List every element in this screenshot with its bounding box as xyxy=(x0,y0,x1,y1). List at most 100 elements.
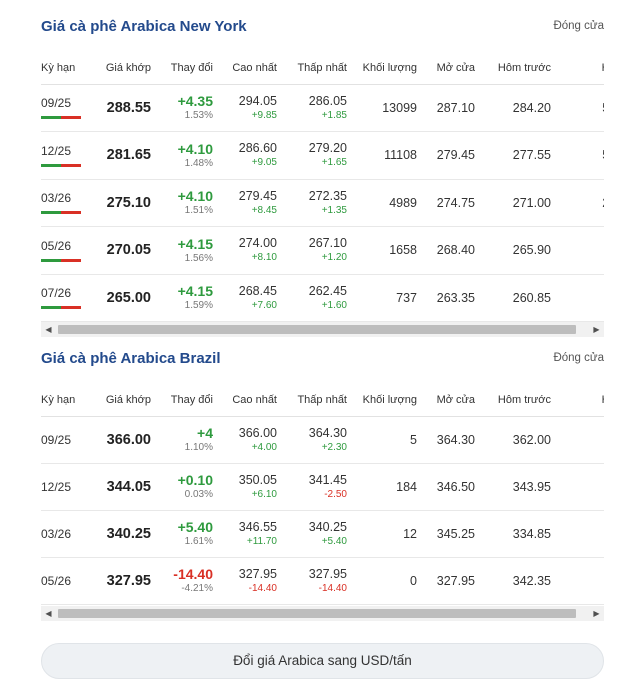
col-term: Kỳ hạn xyxy=(41,52,87,85)
range-tick xyxy=(41,116,81,120)
low-change: -14.40 xyxy=(318,582,347,594)
scroll-left-icon[interactable]: ◀ xyxy=(45,325,52,334)
term-cell: 12/25 xyxy=(41,131,87,180)
convert-usd-ton-button[interactable]: Đổi giá Arabica sang USD/tấn xyxy=(41,643,604,679)
price-cell: 281.65 xyxy=(87,131,155,180)
col-change: Thay đổi xyxy=(155,384,217,417)
oi-cell: 2971 xyxy=(555,416,604,464)
oi-cell: 3025 xyxy=(555,274,604,322)
high-value: 268.45 xyxy=(238,283,277,298)
term-cell: 12/25 xyxy=(41,463,87,511)
term-cell: 05/26 xyxy=(41,226,87,275)
change-percent: 1.10% xyxy=(184,442,213,453)
high-cell: 366.00 +4.00 xyxy=(217,416,281,464)
volume-cell: 0 xyxy=(351,557,421,605)
prev-cell: 342.35 xyxy=(479,557,555,605)
change-percent: -4.21% xyxy=(181,583,213,594)
col-high: Cao nhất xyxy=(217,384,281,417)
prev-cell: 265.90 xyxy=(479,226,555,275)
brazil-status: Đóng cửa xyxy=(553,352,604,364)
low-value: 267.10 xyxy=(308,236,347,251)
table-row: 03/26 340.25 +5.40 1.61% 346.55 +11.70 340.25 +… xyxy=(41,510,604,558)
brazil-scrollbar[interactable]: ◀ ▶ xyxy=(41,606,604,621)
change-value: +4.10 xyxy=(177,140,213,157)
change-cell: -14.40 -4.21% xyxy=(155,557,217,605)
scroll-right-icon[interactable]: ▶ xyxy=(593,609,600,618)
newyork-scrollbar[interactable]: ◀ ▶ xyxy=(41,322,604,337)
price-cell: 327.95 xyxy=(87,557,155,605)
low-change: +1.85 xyxy=(321,109,347,121)
change-percent: 1.59% xyxy=(184,300,213,312)
table-row: 03/26 275.10 +4.10 1.51% 279.45 +8.45 272.35 +1… xyxy=(41,179,604,227)
col-term: Kỳ hạn xyxy=(41,384,87,417)
open-cell: 268.40 xyxy=(421,226,479,275)
term-label: 12/25 xyxy=(41,479,72,494)
table-row: 05/26 270.05 +4.15 1.56% 274.00 +8.10 267.10 +1… xyxy=(41,226,604,275)
change-percent: 1.53% xyxy=(184,110,213,122)
change-value: +4.10 xyxy=(177,188,213,205)
high-cell: 279.45 +8.45 xyxy=(217,179,281,227)
col-low: Thấp nhất xyxy=(281,384,351,417)
low-cell: 267.10 +1.20 xyxy=(281,226,351,275)
high-change: +7.60 xyxy=(251,299,277,311)
change-value: +4 xyxy=(197,425,213,441)
change-value: +4.15 xyxy=(177,235,213,252)
low-change: -2.50 xyxy=(324,488,347,500)
high-cell: 268.45 +7.60 xyxy=(217,274,281,322)
change-percent: 1.61% xyxy=(184,536,213,547)
oi-cell: 7751 xyxy=(555,226,604,275)
scroll-thumb[interactable] xyxy=(58,325,576,334)
term-cell: 09/25 xyxy=(41,416,87,464)
table-row: 12/25 344.05 +0.10 0.03% 350.05 +6.10 341.45 -2… xyxy=(41,463,604,511)
term-label: 05/26 xyxy=(41,573,72,588)
col-prev: Hôm trước xyxy=(479,384,555,417)
term-cell: 07/26 xyxy=(41,274,87,322)
prev-cell: 362.00 xyxy=(479,416,555,464)
price-cell: 366.00 xyxy=(87,416,155,464)
high-change: +8.10 xyxy=(251,252,277,264)
term-label: 09/25 xyxy=(41,432,72,447)
scroll-right-icon[interactable]: ▶ xyxy=(593,325,600,334)
change-percent: 1.51% xyxy=(184,205,213,217)
change-cell: +0.10 0.03% xyxy=(155,463,217,511)
term-label: 12/25 xyxy=(41,143,72,158)
low-change: +1.20 xyxy=(321,252,347,264)
change-value: +0.10 xyxy=(177,472,213,488)
low-value: 279.20 xyxy=(308,141,347,156)
table-row: 09/25 288.55 +4.35 1.53% 294.05 +9.85 286.05 +1… xyxy=(41,84,604,132)
scroll-left-icon[interactable]: ◀ xyxy=(45,609,52,618)
low-cell: 262.45 +1.60 xyxy=(281,274,351,322)
change-cell: +4.15 1.59% xyxy=(155,274,217,322)
oi-cell: 20486 xyxy=(555,179,604,227)
term-cell: 03/26 xyxy=(41,510,87,558)
high-change: +6.10 xyxy=(251,488,277,500)
oi-cell: 58242 xyxy=(555,131,604,180)
high-change: +11.70 xyxy=(246,535,277,547)
high-value: 366.00 xyxy=(238,425,277,440)
volume-cell: 184 xyxy=(351,463,421,511)
volume-cell: 5 xyxy=(351,416,421,464)
change-percent: 1.48% xyxy=(184,157,213,169)
oi-cell: 58036 xyxy=(555,84,604,132)
prev-cell: 343.95 xyxy=(479,463,555,511)
col-oi: HĐ mở xyxy=(555,384,604,417)
col-open: Mở cửa xyxy=(421,52,479,85)
change-value: +5.40 xyxy=(177,519,213,535)
oi-cell: 0 xyxy=(555,557,604,605)
change-percent: 1.56% xyxy=(184,252,213,264)
low-cell: 279.20 +1.65 xyxy=(281,131,351,180)
low-value: 364.30 xyxy=(308,425,347,440)
scroll-thumb[interactable] xyxy=(58,609,576,618)
brazil-section: Giá cà phê Arabica Brazil Đóng cửa Kỳ hạ… xyxy=(41,350,604,621)
high-change: +4.00 xyxy=(251,441,277,453)
high-cell: 286.60 +9.05 xyxy=(217,131,281,180)
high-value: 327.95 xyxy=(238,566,277,581)
low-cell: 272.35 +1.35 xyxy=(281,179,351,227)
open-cell: 287.10 xyxy=(421,84,479,132)
volume-cell: 13099 xyxy=(351,84,421,132)
table-row: 09/25 366.00 +4 1.10% 366.00 +4.00 364.30 +2.30… xyxy=(41,416,604,464)
prev-cell: 284.20 xyxy=(479,84,555,132)
term-label: 07/26 xyxy=(41,286,72,301)
high-change: +9.05 xyxy=(251,157,277,169)
term-label: 05/26 xyxy=(41,238,72,253)
